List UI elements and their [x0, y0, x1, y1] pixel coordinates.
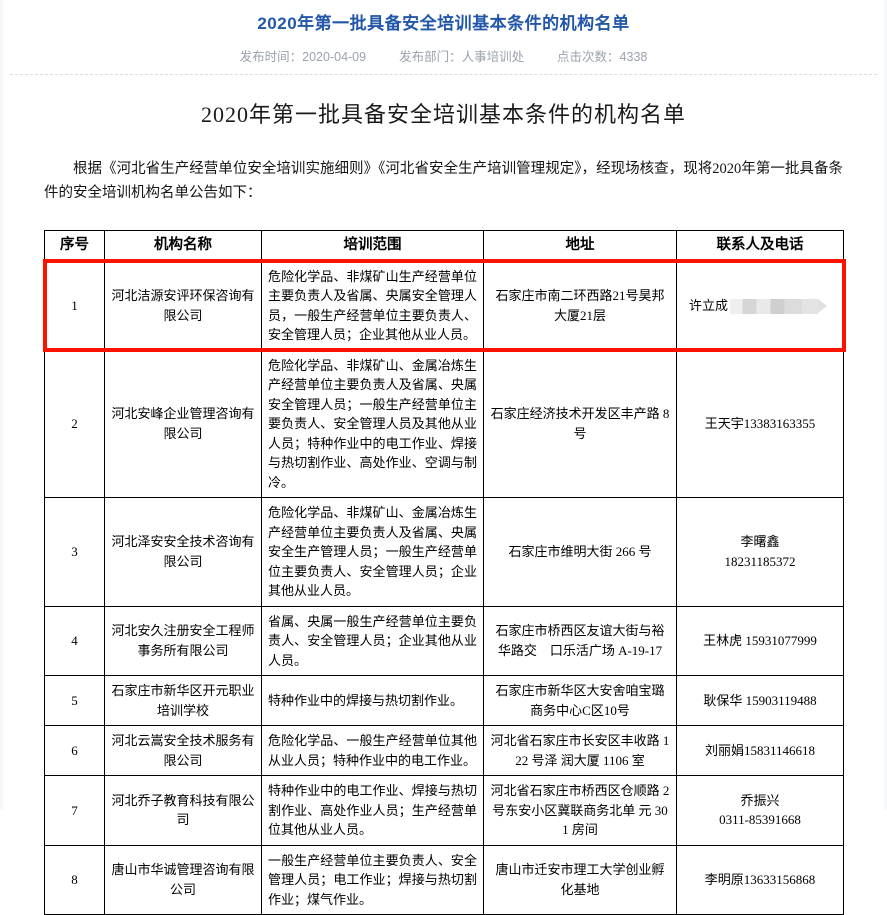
cell-contact: 王天宇13383163355	[676, 349, 844, 499]
publish-time: 发布时间：2020-04-09	[239, 50, 367, 65]
cell-index: 5	[44, 675, 105, 727]
meta-divider	[10, 74, 877, 76]
table-row: 4 河北安久注册安全工程师事务所有限公司 省属、央属一般生产经营单位主要负责人、安全…	[44, 605, 844, 677]
publish-department: 发布部门：人事培训处	[399, 50, 525, 65]
document-intro-paragraph: 根据《河北省生产经营单位安全培训实施细则》《河北省安全生产培训管理规定》，经现场…	[44, 160, 843, 201]
cell-scope: 省属、央属一般生产经营单位主要负责人、安全管理人员；企业其他从业人员。	[261, 605, 484, 677]
cell-index: 8	[44, 844, 105, 915]
cell-address: 石家庄市新华区大安舍咱宝璐商务中心C区10号	[483, 675, 677, 727]
col-header-scope: 培训范围	[261, 229, 484, 262]
table-area: 序号 机构名称 培训范围 地址 联系人及电话 1 河北洁源安评环保咨询有限公司 危险…	[0, 229, 887, 915]
cell-address: 唐山市迁安市理工大学创业孵化基地	[483, 844, 677, 915]
cell-contact: 许立成	[676, 260, 844, 351]
institution-listing-table: 序号 机构名称 培训范围 地址 联系人及电话 1 河北洁源安评环保咨询有限公司 危险…	[44, 229, 844, 915]
cell-name: 河北泽安安全技术咨询有限公司	[104, 497, 262, 607]
cell-contact: 刘丽娟15831146618	[676, 725, 844, 777]
site-page-title: 2020年第一批具备安全培训基本条件的机构名单	[257, 14, 630, 33]
cell-address: 石家庄市维明大街 266 号	[483, 497, 677, 607]
cell-scope: 危险化学品、非煤矿山、金属冶炼生产经营单位主要负责人及省属、央属安全管理人员；一…	[261, 349, 484, 499]
table-header-row: 序号 机构名称 培训范围 地址 联系人及电话	[44, 229, 844, 262]
cell-index: 6	[44, 725, 105, 777]
col-header-name: 机构名称	[104, 229, 262, 262]
view-count: 点击次数：4338	[557, 50, 648, 65]
cell-name: 石家庄市新华区开元职业培训学校	[104, 675, 262, 727]
cell-index: 7	[44, 775, 105, 846]
cell-index: 2	[44, 349, 105, 499]
col-header-index: 序号	[44, 229, 105, 262]
article-meta-row: 发布时间：2020-04-09 发布部门：人事培训处 点击次数：4338	[0, 35, 887, 74]
cell-address: 石家庄经济技术开发区丰产路 8 号	[483, 349, 677, 499]
cell-scope: 特种作业中的电工作业、焊接与热切割作业、高处作业人员；生产经营单位其他从业人员。	[261, 775, 484, 846]
cell-name: 河北安久注册安全工程师事务所有限公司	[104, 605, 262, 677]
cell-contact: 耿保华 15903119488	[676, 675, 844, 727]
table-row: 6 河北云嵩安全技术服务有限公司 危险化学品、一般生产经营单位其他从业人员；特种作业…	[44, 725, 844, 777]
cell-scope: 一般生产经营单位主要负责人、安全管理人员；电工作业；焊接与热切割作业；煤气作业。	[261, 844, 484, 915]
cell-address: 河北省石家庄市桥西区仓顺路 2 号东安小区冀联商务北单 元 301 房间	[483, 775, 677, 846]
cell-address: 河北省石家庄市长安区丰收路 122 号泽 润大厦 1106 室	[483, 725, 677, 777]
cell-name: 河北洁源安评环保咨询有限公司	[104, 260, 262, 351]
cell-name: 河北云嵩安全技术服务有限公司	[104, 725, 262, 777]
cell-scope: 危险化学品、一般生产经营单位其他从业人员；特种作业中的电工作业。	[261, 725, 484, 777]
table-row: 2 河北安峰企业管理咨询有限公司 危险化学品、非煤矿山、金属冶炼生产经营单位主要负责…	[44, 349, 844, 499]
col-header-contact: 联系人及电话	[676, 229, 844, 262]
cell-index: 3	[44, 497, 105, 607]
cell-contact: 王林虎 15931077999	[676, 605, 844, 677]
cell-contact: 乔振兴 0311-85391668	[676, 775, 844, 846]
cell-address: 石家庄市南二环西路21号昊邦大厦21层	[483, 260, 677, 351]
col-header-address: 地址	[483, 229, 677, 262]
cell-name: 唐山市华诚管理咨询有限公司	[104, 844, 262, 915]
table-row: 8 唐山市华诚管理咨询有限公司 一般生产经营单位主要负责人、安全管理人员；电工作业；…	[44, 844, 844, 915]
redacted-phone-blur	[730, 299, 828, 315]
table-body: 1 河北洁源安评环保咨询有限公司 危险化学品、非煤矿山生产经营单位主要负责人及省属、…	[44, 260, 844, 915]
table-row: 1 河北洁源安评环保咨询有限公司 危险化学品、非煤矿山生产经营单位主要负责人及省属、…	[44, 260, 844, 351]
cell-scope: 危险化学品、非煤矿山、金属冶炼生产经营单位主要负责人及省属、央属安全生产管理人员…	[261, 497, 484, 607]
cell-contact: 李曙鑫 18231185372	[676, 497, 844, 607]
cell-scope: 特种作业中的焊接与热切割作业。	[261, 675, 484, 727]
cell-index: 1	[44, 260, 105, 351]
table-row: 5 石家庄市新华区开元职业培训学校 特种作业中的焊接与热切割作业。 石家庄市新华区大安…	[44, 675, 844, 727]
cell-index: 4	[44, 605, 105, 677]
cell-name: 河北安峰企业管理咨询有限公司	[104, 349, 262, 499]
cell-name: 河北乔子教育科技有限公司	[104, 775, 262, 846]
document-title: 2020年第一批具备安全培训基本条件的机构名单	[200, 102, 686, 128]
cell-address: 石家庄市桥西区友谊大街与裕华路交 口乐活广场 A-19-17	[483, 605, 677, 677]
table-row: 7 河北乔子教育科技有限公司 特种作业中的电工作业、焊接与热切割作业、高处作业人员；…	[44, 775, 844, 846]
cell-scope: 危险化学品、非煤矿山生产经营单位主要负责人及省属、央属安全管理人员，一般生产经营…	[261, 260, 484, 351]
cell-contact: 李明原13633156868	[676, 844, 844, 915]
table-row: 3 河北泽安安全技术咨询有限公司 危险化学品、非煤矿山、金属冶炼生产经营单位主要负责…	[44, 497, 844, 607]
